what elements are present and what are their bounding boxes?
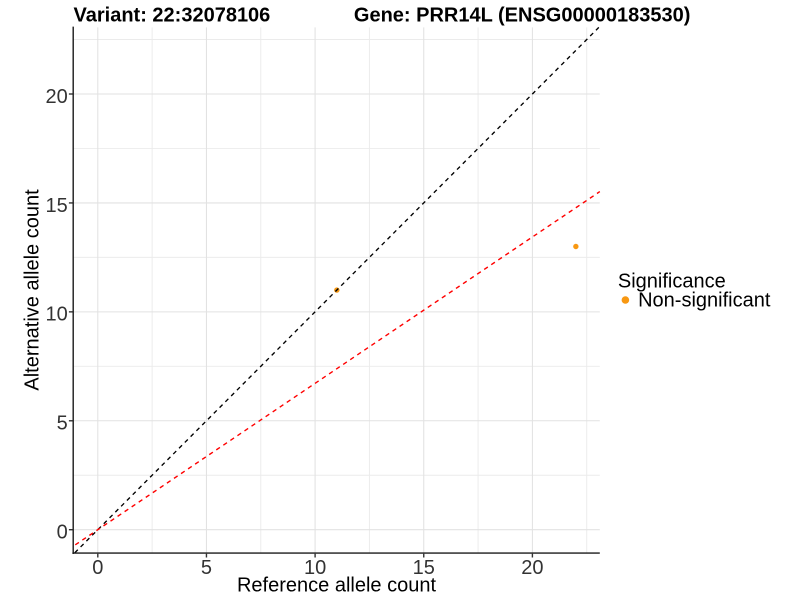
- svg-text:10: 10: [46, 304, 68, 326]
- svg-text:Non-significant: Non-significant: [638, 290, 771, 312]
- svg-text:5: 5: [201, 557, 212, 579]
- svg-text:20: 20: [521, 557, 543, 579]
- svg-text:15: 15: [46, 195, 68, 217]
- svg-text:Variant: 22:32078106: Variant: 22:32078106: [74, 5, 271, 27]
- svg-text:Reference allele count: Reference allele count: [237, 575, 436, 597]
- svg-text:15: 15: [413, 557, 435, 579]
- svg-text:Gene: PRR14L (ENSG00000183530): Gene: PRR14L (ENSG00000183530): [354, 5, 690, 27]
- svg-text:5: 5: [57, 413, 68, 435]
- svg-text:0: 0: [57, 522, 68, 544]
- svg-text:Significance: Significance: [618, 270, 726, 292]
- svg-text:20: 20: [46, 86, 68, 108]
- svg-text:10: 10: [304, 557, 326, 579]
- svg-text:0: 0: [92, 557, 103, 579]
- svg-text:Alternative allele count: Alternative allele count: [22, 189, 44, 391]
